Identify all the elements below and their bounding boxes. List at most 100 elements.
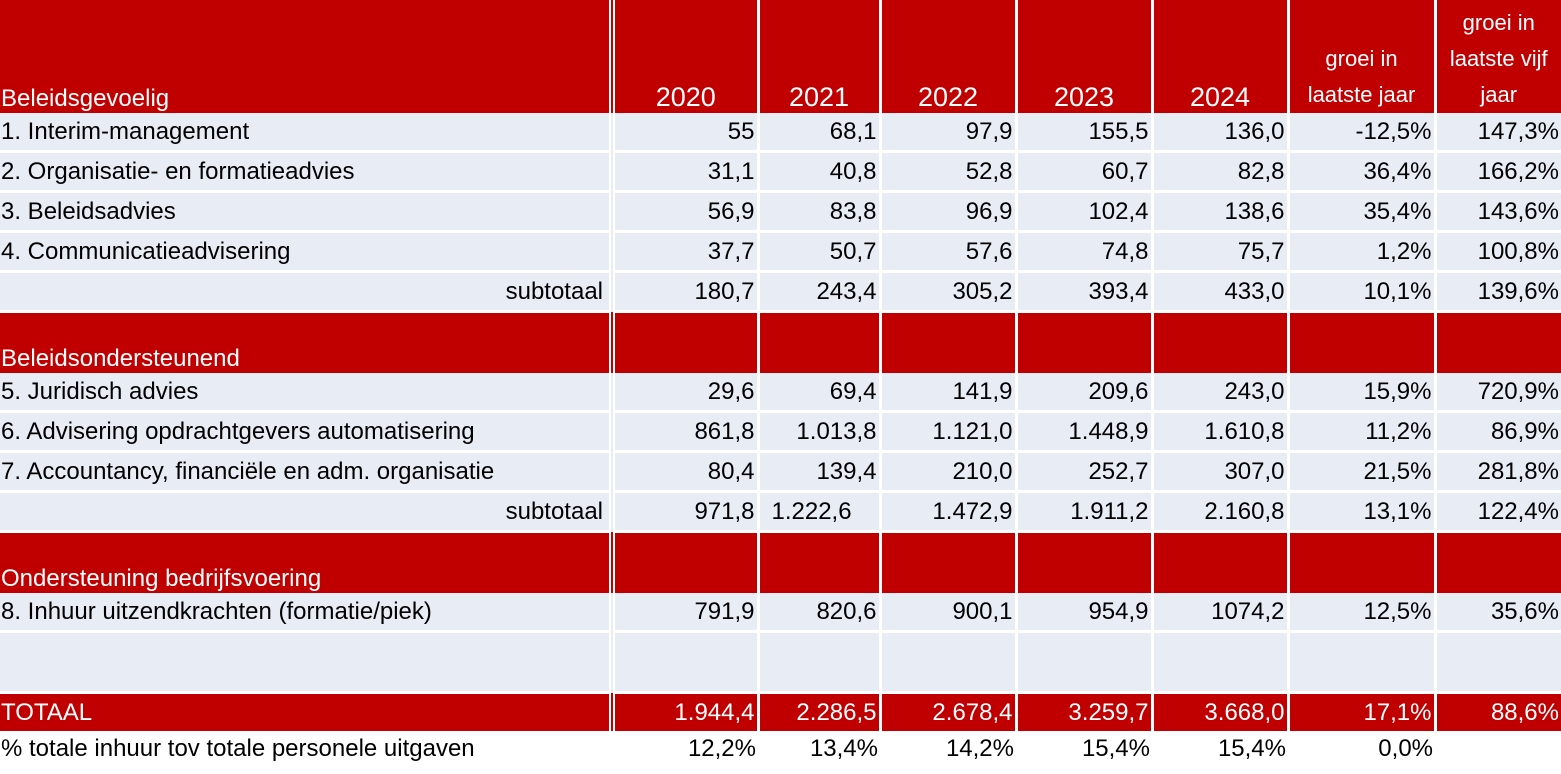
table-row: 5. Juridisch advies 29,6 69,4 141,9 209,… bbox=[0, 373, 1561, 413]
growth-five-years-header: groei in laatste vijf jaar bbox=[1433, 0, 1561, 113]
cell: 305,2 bbox=[878, 271, 1016, 313]
cell: 88,6% bbox=[1433, 692, 1561, 731]
cell: 21,5% bbox=[1286, 451, 1435, 493]
year-header: 2022 bbox=[878, 0, 1016, 113]
subtotal-label: subtotaal bbox=[0, 271, 612, 313]
cell: 820,6 bbox=[756, 593, 880, 633]
cell: 307,0 bbox=[1150, 451, 1288, 493]
cell: 1.222,6 bbox=[756, 491, 880, 533]
row-label: 5. Juridisch advies bbox=[0, 373, 612, 413]
percentage-label: % totale inhuur tov totale personele uit… bbox=[0, 731, 612, 767]
cell: 155,5 bbox=[1014, 113, 1152, 153]
growth-last-year-header: groei in laatste jaar bbox=[1286, 0, 1435, 113]
cell: 35,6% bbox=[1433, 593, 1561, 633]
row-label: 2. Organisatie- en formatieadvies bbox=[0, 151, 612, 193]
cell: 10,1% bbox=[1286, 271, 1435, 313]
cell: 0,0% bbox=[1288, 731, 1435, 767]
cell: 15,4% bbox=[1016, 731, 1152, 767]
subtotal-row: subtotaal 971,8 1.222,6 1.472,9 1.911,2 … bbox=[0, 491, 1561, 533]
cell: 102,4 bbox=[1014, 191, 1152, 233]
cell: 14,2% bbox=[880, 731, 1016, 767]
cell: 82,8 bbox=[1150, 151, 1288, 193]
table-row: 1. Interim-management 55 68,1 97,9 155,5… bbox=[0, 113, 1561, 153]
cell: 13,4% bbox=[758, 731, 880, 767]
cell: 100,8% bbox=[1433, 231, 1561, 273]
cell: 57,6 bbox=[878, 231, 1016, 273]
cell: 29,6 bbox=[609, 373, 758, 413]
cell: 122,4% bbox=[1433, 491, 1561, 533]
section-title-beleidsondersteunend: Beleidsondersteunend bbox=[0, 311, 612, 373]
cell: 138,6 bbox=[1150, 191, 1288, 233]
blank-row bbox=[0, 631, 1561, 694]
row-label: 4. Communicatieadvisering bbox=[0, 231, 612, 273]
cell: 139,6% bbox=[1433, 271, 1561, 313]
cell: 60,7 bbox=[1014, 151, 1152, 193]
table-row: 3. Beleidsadvies 56,9 83,8 96,9 102,4 13… bbox=[0, 191, 1561, 233]
cell: 1.472,9 bbox=[878, 491, 1016, 533]
cell: 281,8% bbox=[1433, 451, 1561, 493]
cell: 31,1 bbox=[609, 151, 758, 193]
cell: 1.448,9 bbox=[1014, 411, 1152, 453]
cell: 210,0 bbox=[878, 451, 1016, 493]
cell: 2.678,4 bbox=[878, 692, 1016, 731]
table-row: 8. Inhuur uitzendkrachten (formatie/piek… bbox=[0, 593, 1561, 633]
cell: 1.121,0 bbox=[878, 411, 1016, 453]
cell: 141,9 bbox=[878, 373, 1016, 413]
total-label: TOTAAL bbox=[0, 692, 612, 731]
table-row: 7. Accountancy, financiële en adm. organ… bbox=[0, 451, 1561, 493]
cell: 80,4 bbox=[609, 451, 758, 493]
cell: 96,9 bbox=[878, 191, 1016, 233]
cell: 1.911,2 bbox=[1014, 491, 1152, 533]
cell bbox=[1435, 731, 1561, 767]
cell: 861,8 bbox=[609, 411, 758, 453]
header-row: Beleidsgevoelig 2020 2021 2022 2023 2024… bbox=[0, 0, 1561, 113]
section-title-beleidsgevoelig: Beleidsgevoelig bbox=[0, 0, 612, 113]
cell: 900,1 bbox=[878, 593, 1016, 633]
row-label: 7. Accountancy, financiële en adm. organ… bbox=[0, 451, 612, 493]
cell: 97,9 bbox=[878, 113, 1016, 153]
cell: 791,9 bbox=[609, 593, 758, 633]
table-row: 4. Communicatieadvisering 37,7 50,7 57,6… bbox=[0, 231, 1561, 273]
cell: 2.160,8 bbox=[1150, 491, 1288, 533]
cell: 50,7 bbox=[756, 231, 880, 273]
percentage-row: % totale inhuur tov totale personele uit… bbox=[0, 731, 1561, 767]
cell: 56,9 bbox=[609, 191, 758, 233]
cell: 180,7 bbox=[609, 271, 758, 313]
section-header-row: Ondersteuning bedrijfsvoering bbox=[0, 531, 1561, 593]
year-header: 2020 bbox=[609, 0, 758, 113]
cell: 86,9% bbox=[1433, 411, 1561, 453]
year-header: 2024 bbox=[1150, 0, 1288, 113]
total-row: TOTAAL 1.944,4 2.286,5 2.678,4 3.259,7 3… bbox=[0, 692, 1561, 731]
cell: 147,3% bbox=[1433, 113, 1561, 153]
cell: 166,2% bbox=[1433, 151, 1561, 193]
cell: 252,7 bbox=[1014, 451, 1152, 493]
row-label: 3. Beleidsadvies bbox=[0, 191, 612, 233]
row-label: 6. Advisering opdrachtgevers automatiser… bbox=[0, 411, 612, 453]
cell: 13,1% bbox=[1286, 491, 1435, 533]
year-header: 2023 bbox=[1014, 0, 1152, 113]
cell: 40,8 bbox=[756, 151, 880, 193]
cell: 15,9% bbox=[1286, 373, 1435, 413]
cell: 36,4% bbox=[1286, 151, 1435, 193]
cell: 1.944,4 bbox=[609, 692, 758, 731]
table-row: 2. Organisatie- en formatieadvies 31,1 4… bbox=[0, 151, 1561, 193]
cell: 68,1 bbox=[756, 113, 880, 153]
cell: 17,1% bbox=[1286, 692, 1435, 731]
cell: 139,4 bbox=[756, 451, 880, 493]
cell: 12,2% bbox=[612, 731, 758, 767]
section-header-row: Beleidsondersteunend bbox=[0, 311, 1561, 373]
cell: 15,4% bbox=[1152, 731, 1288, 767]
cell: 52,8 bbox=[878, 151, 1016, 193]
cell: 55 bbox=[609, 113, 758, 153]
cell: 1074,2 bbox=[1150, 593, 1288, 633]
cell: 74,8 bbox=[1014, 231, 1152, 273]
cell: 243,4 bbox=[756, 271, 880, 313]
section-title-ondersteuning-bedrijfsvoering: Ondersteuning bedrijfsvoering bbox=[0, 531, 612, 593]
cell: 1,2% bbox=[1286, 231, 1435, 273]
year-header: 2021 bbox=[756, 0, 880, 113]
cell: 3.259,7 bbox=[1014, 692, 1152, 731]
cell: 971,8 bbox=[609, 491, 758, 533]
cell: 433,0 bbox=[1150, 271, 1288, 313]
cell: 954,9 bbox=[1014, 593, 1152, 633]
cell: 69,4 bbox=[756, 373, 880, 413]
